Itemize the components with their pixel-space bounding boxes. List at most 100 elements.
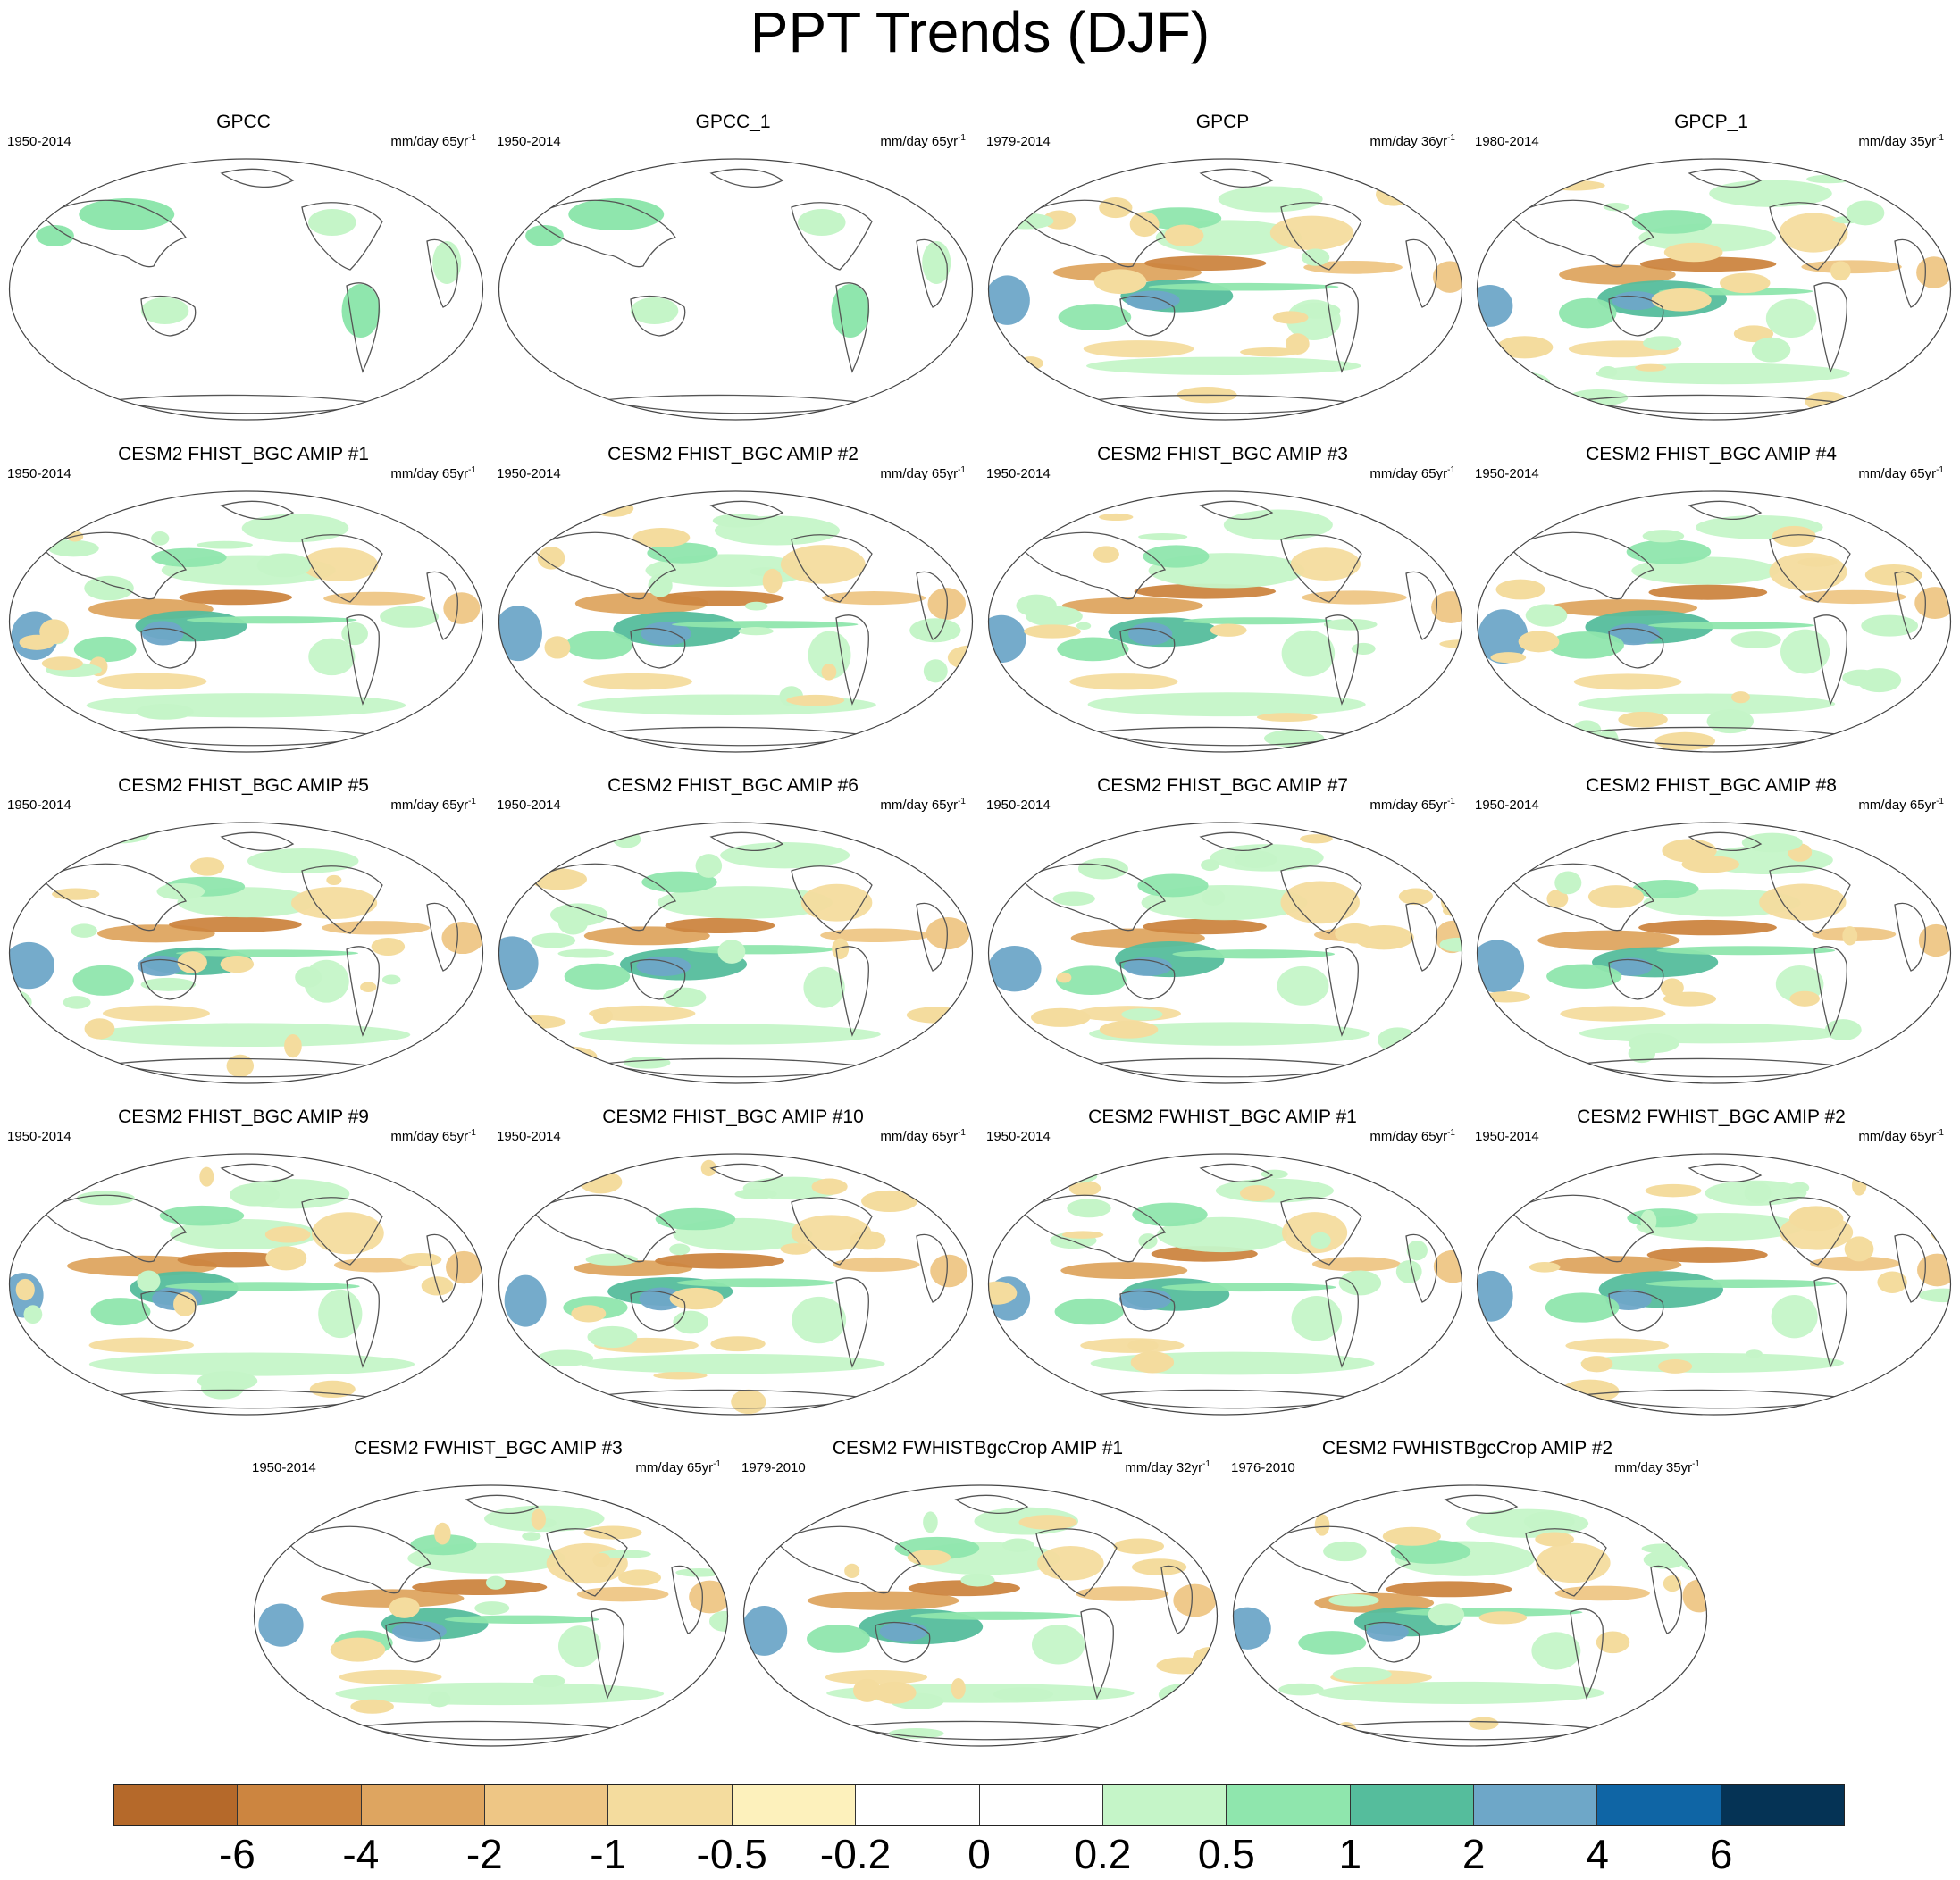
trend-contour: [1832, 216, 1861, 224]
trend-contour: [474, 1601, 510, 1616]
trend-field: [988, 159, 1462, 420]
trend-contour: [549, 903, 608, 926]
trend-contour: [1560, 1006, 1666, 1022]
map-border: [498, 158, 974, 421]
trend-contour: [1381, 496, 1422, 514]
trend-contour: [720, 842, 850, 869]
trend-contour: [309, 1380, 356, 1399]
trend-contour: [1057, 637, 1129, 662]
continent-outline: [426, 902, 458, 972]
panel-units-exponent: -1: [1202, 1459, 1210, 1469]
trend-contour: [672, 621, 859, 629]
map-panel: GPCC 1950-2014 mm/day 65yr-1: [0, 112, 487, 433]
trend-contour: [140, 977, 197, 991]
trend-contour: [717, 940, 746, 964]
panel-units: mm/day 65yr-1: [1858, 463, 1944, 482]
trend-contour: [1183, 617, 1334, 625]
panel-units-text: mm/day 36yr: [1369, 134, 1448, 149]
trend-contour: [1067, 1199, 1111, 1218]
trend-contour: [1338, 1270, 1382, 1296]
panel-period: 1950-2014: [986, 798, 1051, 813]
trend-contour: [655, 1253, 785, 1269]
trend-contour: [1496, 336, 1554, 359]
trend-contour: [230, 1183, 280, 1207]
trend-contour: [1432, 261, 1462, 293]
panel-title: CESM2 FWHIST_BGC AMIP #1: [1088, 1107, 1357, 1127]
continent-outline: [1813, 1277, 1847, 1368]
trend-field: [9, 159, 483, 420]
trend-field: [498, 1154, 973, 1415]
trend-contour: [151, 547, 227, 567]
colorbar-swatch: [732, 1785, 857, 1825]
continent-outline: [1525, 1528, 1607, 1597]
continent-outline: [1509, 1194, 1655, 1263]
trend-contour: [410, 1534, 477, 1556]
trend-contour: [241, 514, 349, 543]
trend-field: [1477, 491, 1951, 752]
trend-contour: [1016, 594, 1057, 617]
trend-contour: [951, 1677, 966, 1700]
trend-contour: [1810, 1256, 1900, 1271]
trend-contour: [1547, 631, 1624, 659]
panel-units-text: mm/day 65yr: [880, 134, 959, 149]
trend-contour: [844, 1563, 860, 1578]
trend-contour: [1052, 891, 1095, 907]
trend-contour: [504, 1274, 547, 1327]
trend-contour: [673, 1310, 708, 1334]
trend-contour: [1366, 1622, 1409, 1642]
trend-contour: [498, 606, 542, 662]
trend-contour: [1559, 264, 1676, 285]
trend-contour: [350, 1699, 394, 1714]
panel-units-exponent: -1: [958, 797, 966, 806]
map-panel: CESM2 FWHISTBgcCrop AMIP #2 1976-2010 mm/d…: [1224, 1438, 1711, 1759]
trend-field: [1233, 1485, 1707, 1746]
continent-outline: [709, 831, 784, 851]
trend-contour: [1127, 1339, 1159, 1352]
continent-outline: [346, 1277, 380, 1368]
panel-units-text: mm/day 65yr: [880, 1129, 959, 1144]
trend-contour: [9, 1364, 60, 1383]
trend-contour: [1099, 1020, 1159, 1039]
trend-contour: [1323, 618, 1378, 631]
colorbar-swatch: [1597, 1785, 1721, 1825]
trend-contour: [1646, 1279, 1837, 1289]
trend-contour: [708, 1610, 728, 1632]
continent-outline: [791, 534, 873, 603]
trend-contour: [592, 1008, 613, 1024]
trend-contour: [853, 1678, 882, 1702]
trend-contour: [531, 1508, 547, 1531]
trend-contour: [1580, 1352, 1845, 1373]
continent-outline: [1119, 295, 1176, 337]
trend-contour: [186, 616, 357, 624]
trend-field: [498, 159, 973, 420]
trend-contour: [1201, 859, 1220, 872]
continent-outline: [426, 1233, 458, 1303]
trend-contour: [1771, 1295, 1818, 1339]
trend-contour: [1856, 668, 1902, 693]
trend-contour: [1302, 590, 1407, 605]
colorbar-tick-label: -2: [465, 1831, 503, 1877]
trend-contour: [1113, 1538, 1165, 1555]
trend-contour: [1351, 830, 1412, 850]
trend-contour: [663, 987, 707, 1007]
continent-outline: [1608, 295, 1664, 337]
trend-contour: [97, 673, 207, 690]
continent-outline: [1280, 865, 1362, 934]
trend-contour: [930, 1025, 973, 1035]
trend-contour: [341, 622, 368, 646]
trend-contour: [1490, 652, 1527, 664]
trend-contour: [151, 531, 170, 546]
panel-title: CESM2 FHIST_BGC AMIP #5: [118, 775, 369, 796]
trend-contour: [1662, 839, 1717, 863]
map-border: [987, 490, 1463, 753]
trend-contour: [1626, 539, 1712, 564]
trend-contour: [710, 1336, 766, 1352]
trend-field: [1477, 159, 1951, 420]
trend-contour: [632, 528, 691, 547]
panel-title: CESM2 FWHISTBgcCrop AMIP #2: [1321, 1438, 1613, 1458]
trend-contour: [67, 1167, 94, 1180]
panel-units-exponent: -1: [468, 133, 476, 143]
trend-contour: [908, 1580, 1020, 1597]
trend-contour: [330, 1637, 386, 1662]
continent-outline: [1894, 1233, 1926, 1303]
